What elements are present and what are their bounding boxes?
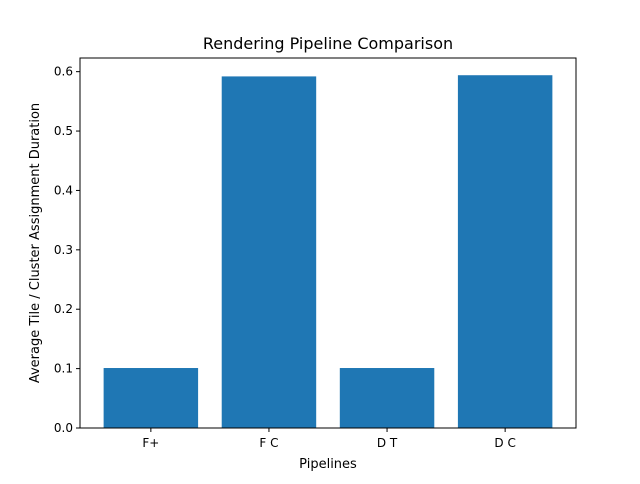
bars-layer — [103, 75, 553, 428]
x-tick-label: F+ — [142, 436, 159, 450]
chart-title: Rendering Pipeline Comparison — [203, 34, 453, 53]
x-tick-label: D T — [377, 436, 398, 450]
y-tick-label: 0.4 — [54, 183, 73, 197]
x-axis-ticks: F+ F C D T D C — [142, 428, 516, 450]
y-tick-label: 0.5 — [54, 124, 73, 138]
bar-3 — [457, 75, 553, 428]
bar-2 — [339, 368, 435, 428]
y-tick-label: 0.6 — [54, 65, 73, 79]
bar-1 — [221, 76, 317, 428]
y-axis-label: Average Tile / Cluster Assignment Durati… — [28, 103, 43, 383]
x-tick-label: D C — [494, 436, 515, 450]
bar-0 — [103, 368, 199, 428]
x-tick-label: F C — [259, 436, 278, 450]
y-tick-label: 0.3 — [54, 243, 73, 257]
plot-frame — [79, 57, 577, 429]
x-axis-label: Pipelines — [299, 457, 357, 472]
y-tick-label: 0.0 — [54, 421, 73, 435]
y-tick-label: 0.1 — [54, 362, 73, 376]
y-tick-label: 0.2 — [54, 302, 73, 316]
y-axis-ticks: 0.0 0.1 0.2 0.3 0.4 0.5 0.6 — [54, 65, 80, 435]
